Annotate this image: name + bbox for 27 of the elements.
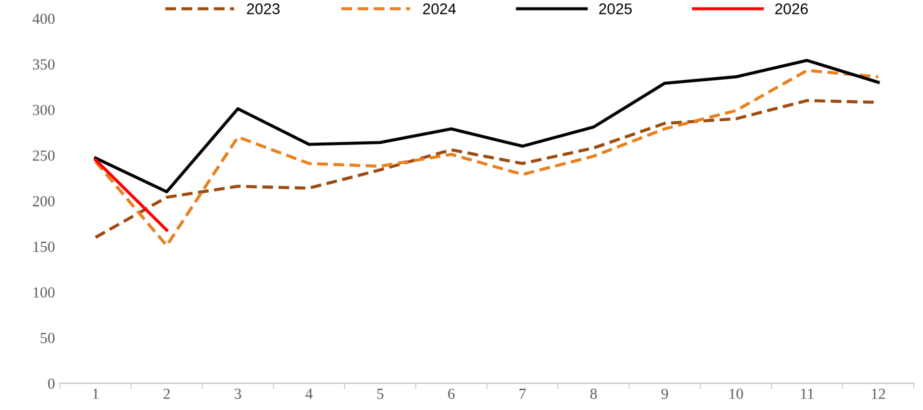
x-tick-label: 8 bbox=[590, 388, 597, 399]
x-tick-label: 4 bbox=[305, 388, 313, 399]
x-tick-label: 9 bbox=[661, 388, 668, 399]
x-tick-label: 11 bbox=[801, 388, 814, 399]
y-tick-label: 0 bbox=[48, 378, 55, 389]
x-tick-label: 1 bbox=[93, 388, 98, 399]
line-series bbox=[94, 58, 880, 194]
y-tick-label: 200 bbox=[32, 196, 55, 206]
legend-label: 2024 bbox=[423, 3, 456, 14]
x-tick-label: 3 bbox=[234, 388, 242, 399]
x-tick-label: 5 bbox=[377, 388, 384, 399]
legend-label: 2026 bbox=[775, 3, 808, 14]
legend-label: 2025 bbox=[599, 3, 632, 14]
x-tick-label: 10 bbox=[730, 388, 743, 399]
y-tick-label: 100 bbox=[34, 287, 55, 298]
y-tick-label: 150 bbox=[34, 242, 55, 252]
y-tick-label: 400 bbox=[32, 14, 55, 24]
y-tick-label: 350 bbox=[32, 59, 55, 70]
y-tick-label: 50 bbox=[40, 332, 55, 344]
y-tick-label: 250 bbox=[32, 150, 55, 161]
y-tick-label: 300 bbox=[32, 104, 55, 116]
x-tick-label: 6 bbox=[448, 388, 455, 399]
line-series bbox=[94, 68, 880, 248]
x-tick-label: 12 bbox=[872, 388, 885, 399]
x-tick-label: 7 bbox=[520, 388, 526, 399]
legend-label: 2023 bbox=[247, 3, 280, 14]
x-tick-label: 2 bbox=[164, 388, 170, 399]
